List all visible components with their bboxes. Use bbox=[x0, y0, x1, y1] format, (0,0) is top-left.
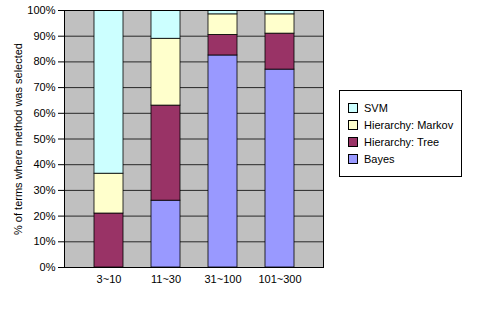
svg-text:80%: 80% bbox=[33, 55, 55, 67]
svg-text:% of terms where method was se: % of terms where method was selected bbox=[12, 43, 24, 235]
svg-text:40%: 40% bbox=[33, 158, 55, 170]
svg-text:10%: 10% bbox=[33, 235, 55, 247]
html-text:Hierarchy: Markov: Hierarchy: Markov bbox=[364, 119, 454, 131]
svg-text:0%: 0% bbox=[40, 261, 56, 273]
svg-text:101~300: 101~300 bbox=[258, 273, 301, 285]
svg-text:31~100: 31~100 bbox=[204, 273, 241, 285]
html-text:Bayes: Bayes bbox=[364, 153, 395, 165]
svg-text:20%: 20% bbox=[33, 210, 55, 222]
svg-text:3~10: 3~10 bbox=[97, 273, 122, 285]
svg-text:70%: 70% bbox=[33, 81, 55, 93]
svg-text:100%: 100% bbox=[27, 4, 55, 16]
svg-text:60%: 60% bbox=[33, 107, 55, 119]
svg-text:50%: 50% bbox=[33, 133, 55, 145]
html-text:SVM: SVM bbox=[364, 102, 388, 114]
html-text:Hierarchy: Tree: Hierarchy: Tree bbox=[364, 136, 440, 148]
svg-text:90%: 90% bbox=[33, 30, 55, 42]
svg-text:11~30: 11~30 bbox=[151, 273, 181, 285]
svg-text:30%: 30% bbox=[33, 184, 55, 196]
